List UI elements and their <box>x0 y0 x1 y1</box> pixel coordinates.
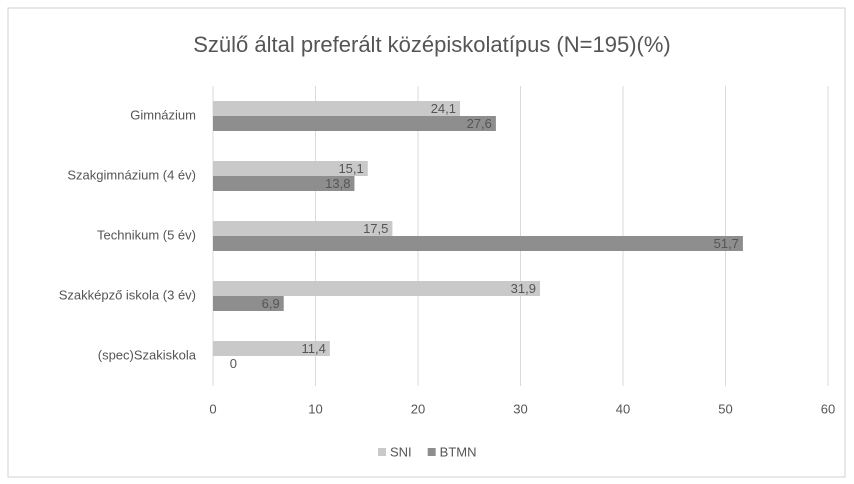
legend-label: BTMN <box>440 444 477 459</box>
bar <box>213 161 368 176</box>
data-label: 27,6 <box>467 116 492 131</box>
x-tick-label: 50 <box>718 401 732 416</box>
data-label: 51,7 <box>714 236 739 251</box>
data-label: 13,8 <box>325 176 350 191</box>
y-tick-label: Szakgimnázium (4 év) <box>67 167 196 182</box>
y-tick-label: (spec)Szakiskola <box>98 347 197 362</box>
bar <box>213 116 496 131</box>
data-label: 6,9 <box>262 296 280 311</box>
bar <box>213 176 355 191</box>
y-tick-label: Szakképző iskola (3 év) <box>59 287 196 302</box>
chart-title: Szülő által preferált középiskolatípus (… <box>193 32 671 57</box>
bar <box>213 236 743 251</box>
data-label: 24,1 <box>431 101 456 116</box>
legend-swatch <box>427 448 436 456</box>
data-label: 11,4 <box>302 341 326 356</box>
y-tick-label: Technikum (5 év) <box>97 227 196 242</box>
bar <box>213 341 330 356</box>
legend-swatch <box>378 448 386 456</box>
y-tick-label: Gimnázium <box>130 107 196 122</box>
bar <box>213 101 461 116</box>
bar <box>213 221 393 236</box>
data-label: 31,9 <box>511 281 536 296</box>
x-tick-label: 30 <box>513 401 527 416</box>
x-tick-label: 20 <box>411 401 425 416</box>
legend-label: SNI <box>390 444 412 459</box>
data-label: 17,5 <box>363 221 388 236</box>
data-label: 15,1 <box>338 161 363 176</box>
data-label: 0 <box>230 356 237 371</box>
bar <box>213 281 540 296</box>
x-tick-label: 10 <box>308 401 322 416</box>
x-tick-label: 60 <box>821 401 835 416</box>
x-tick-label: 0 <box>209 401 216 416</box>
x-tick-label: 40 <box>616 401 630 416</box>
bar <box>213 296 284 311</box>
